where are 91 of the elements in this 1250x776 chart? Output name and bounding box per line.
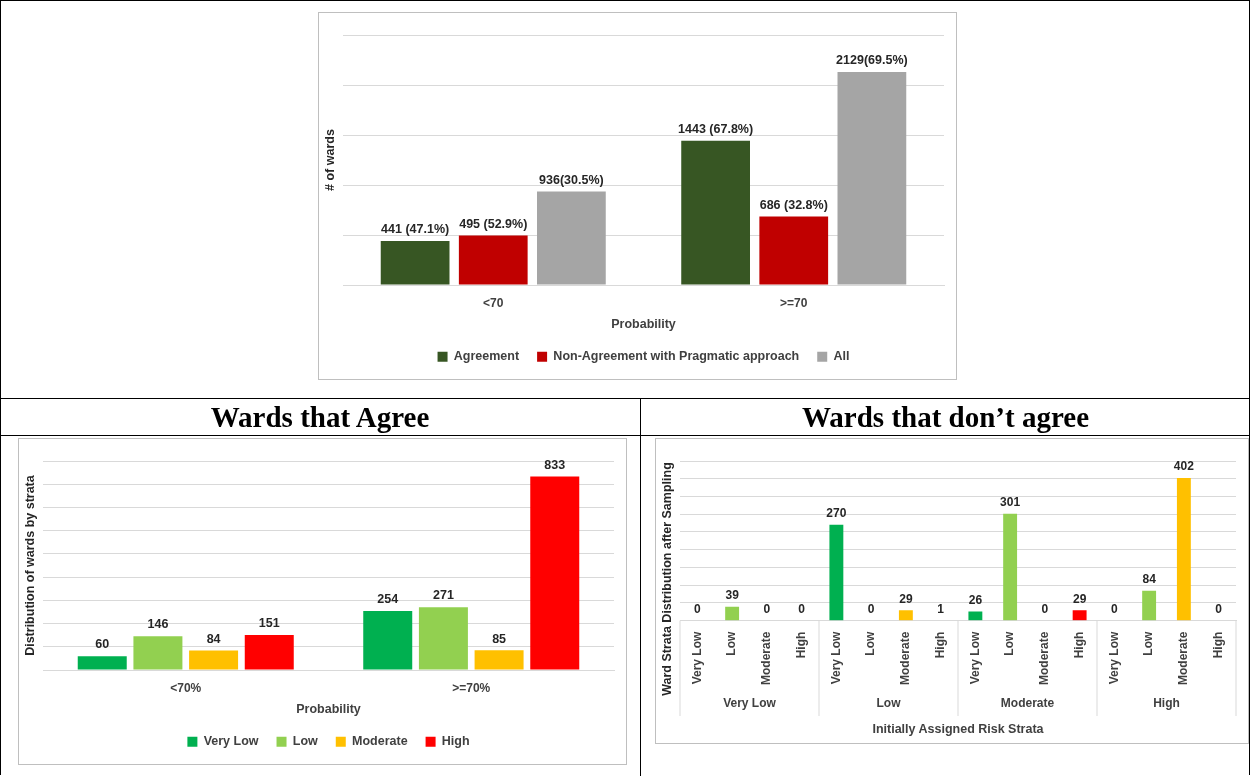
x-tick-label: High	[932, 631, 947, 659]
legend-label: Agreement	[453, 349, 520, 364]
chart-title: Wards that don’t agree	[800, 400, 1090, 435]
x-tick-label: High	[1210, 631, 1225, 659]
x-axis-title: Probability	[611, 317, 676, 332]
x-tick-label: Very Low	[689, 630, 704, 685]
data-label: 0	[1215, 601, 1223, 616]
bar	[898, 610, 913, 621]
data-label: 1	[937, 601, 945, 616]
data-label: 2129(69.5%)	[836, 53, 908, 68]
y-axis-title: Distribution of wards by strata	[23, 474, 38, 656]
bar	[363, 611, 413, 670]
data-label: 271	[432, 588, 454, 603]
bar	[725, 606, 740, 621]
bar	[77, 656, 127, 670]
x-tick-label: High	[793, 631, 808, 659]
chart-title: Wards that Agree	[209, 400, 431, 435]
data-label: 85	[492, 631, 507, 646]
bar	[681, 140, 750, 285]
data-label: 26	[968, 592, 983, 607]
bar	[1003, 513, 1018, 621]
data-label: 39	[725, 588, 740, 603]
x-tick-label: Moderate	[898, 631, 913, 685]
bar	[1072, 610, 1087, 621]
data-label: 0	[1111, 601, 1119, 616]
bar	[458, 235, 528, 285]
x-tick-label: Low	[1141, 631, 1156, 656]
data-label: 151	[258, 616, 280, 631]
y-axis-title: Ward Strata Distribution after Sampling	[660, 462, 675, 696]
x-tick-label: >=70	[780, 295, 808, 310]
data-label: 441 (47.1%)	[381, 222, 450, 237]
data-label: 0	[1041, 601, 1049, 616]
x-tick-label: <70%	[170, 680, 202, 695]
data-label: 495 (52.9%)	[459, 216, 528, 231]
text: High	[1153, 696, 1180, 711]
data-label: 1443 (67.8%)	[678, 121, 754, 136]
data-label: 833	[544, 457, 566, 472]
data-label: 29	[899, 591, 913, 606]
bar	[189, 650, 239, 670]
legend-label: Non-Agreement with Pragmatic approach	[553, 349, 800, 364]
bar	[418, 607, 468, 670]
x-tick-label: Very Low	[967, 630, 982, 685]
data-label: 0	[763, 601, 771, 616]
data-label: 84	[206, 631, 221, 646]
x-tick-label: High	[1071, 631, 1086, 659]
legend-label: High	[441, 734, 470, 749]
x-axis-title: Initially Assigned Risk Strata	[872, 721, 1045, 736]
legend-label: Low	[292, 734, 319, 749]
data-label: 84	[1142, 572, 1157, 587]
data-label: 0	[694, 601, 702, 616]
data-label: 254	[377, 592, 399, 607]
text: Moderate	[1000, 696, 1055, 711]
data-label: 0	[867, 601, 875, 616]
bar	[133, 636, 183, 670]
x-tick-label: Very Low	[1106, 630, 1121, 685]
x-tick-label: >=70%	[452, 680, 491, 695]
x-tick-label: Moderate	[759, 631, 774, 685]
data-label: 936(30.5%)	[539, 172, 604, 187]
text: Very Low	[723, 696, 777, 711]
y-axis-title: # of wards	[323, 129, 338, 191]
x-tick-label: <70	[483, 295, 504, 310]
data-label: 270	[826, 506, 847, 521]
bar	[829, 524, 844, 621]
bar	[380, 240, 450, 285]
data-label: 301	[1000, 495, 1021, 510]
bar	[968, 611, 983, 621]
bar	[244, 635, 294, 670]
x-tick-label: Low	[724, 631, 739, 656]
x-tick-label: Moderate	[1176, 631, 1191, 685]
data-label: 686 (32.8%)	[759, 197, 828, 212]
bar	[530, 476, 580, 670]
data-label: 402	[1173, 459, 1195, 474]
bar	[837, 72, 907, 285]
bar	[537, 191, 606, 285]
data-label: 29	[1072, 591, 1087, 606]
text: Low	[876, 696, 902, 711]
x-tick-label: Very Low	[828, 630, 843, 685]
bar	[474, 650, 524, 670]
x-tick-label: Low	[1002, 631, 1017, 656]
bar	[1176, 478, 1191, 621]
data-label: 146	[147, 617, 169, 632]
x-axis-title: Probability	[296, 702, 361, 717]
bar	[1142, 590, 1157, 621]
bar	[759, 216, 829, 285]
legend-label: Very Low	[203, 734, 259, 749]
legend-label: All	[833, 349, 850, 364]
data-label: 60	[95, 637, 110, 652]
x-tick-label: Moderate	[1037, 631, 1052, 685]
legend-label: Moderate	[352, 734, 408, 749]
x-tick-label: Low	[863, 631, 878, 656]
data-label: 0	[798, 601, 806, 616]
